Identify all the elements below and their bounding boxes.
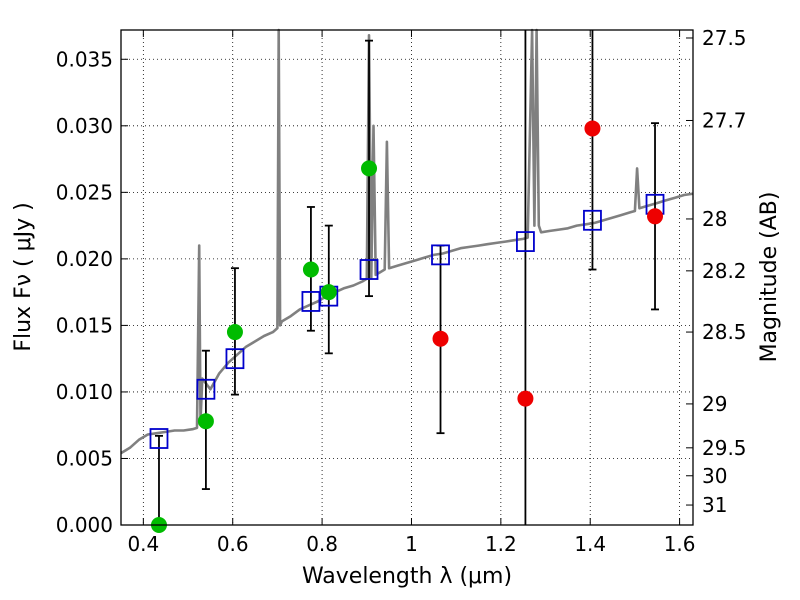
- right-tick-label: 29.5: [702, 436, 747, 460]
- optical-detection-point: [197, 413, 214, 430]
- model-photometry-square: [149, 428, 169, 449]
- y-tick-label: 0.035: [56, 47, 113, 71]
- infrared-detection-point: [517, 390, 534, 407]
- y-tick-label: 0.005: [56, 446, 113, 470]
- right-axis-title: Magnitude (AB): [757, 192, 782, 363]
- infrared-detection-point: [432, 330, 449, 347]
- right-tick-label: 28.2: [702, 259, 747, 283]
- x-tick-label: 1.4: [574, 532, 606, 556]
- x-tick-label: 0.4: [127, 532, 159, 556]
- axis-ticks: [121, 30, 693, 526]
- x-tick-label: 0.8: [306, 532, 338, 556]
- optical-detection-point: [361, 160, 378, 177]
- infrared-detection-point: [647, 208, 664, 225]
- x-tick-label: 0.6: [217, 532, 249, 556]
- x-tick-label: 1.2: [485, 532, 517, 556]
- y-axis-title: Flux Fν ( μJy ): [11, 202, 36, 351]
- y-tick-label: 0.020: [56, 247, 113, 271]
- observed-photometry-layer: [150, 120, 664, 533]
- plot-frame: [120, 29, 694, 526]
- optical-detection-point: [320, 284, 337, 301]
- right-tick-label: 28.5: [702, 320, 747, 344]
- right-tick-label: 30: [702, 464, 727, 488]
- model-spectrum-layer: [120, 28, 694, 455]
- x-tick-label: 1: [405, 532, 418, 556]
- right-tick-label: 29: [702, 392, 727, 416]
- model-photometry-square: [583, 209, 602, 231]
- right-tick-label: 31: [702, 493, 727, 517]
- y-tick-label: 0.015: [56, 313, 113, 337]
- y-tick-label: 0.030: [56, 114, 113, 138]
- model-photometry-square: [359, 259, 379, 280]
- axis-tick-labels: 0.4 0.6 0.8 1 1.2 1.4 1.6 0.000 0.005 0.010 0.015 0…: [56, 26, 747, 556]
- optical-detection-point: [226, 324, 243, 341]
- y-tick-label: 0.010: [56, 380, 113, 404]
- model-photometry-square: [516, 231, 535, 252]
- model-photometry-square: [196, 378, 216, 400]
- model-photometry-square: [431, 244, 450, 266]
- model-photometry-square: [225, 348, 245, 370]
- right-tick-label: 28: [702, 207, 727, 231]
- y-tick-label: 0.025: [56, 180, 113, 204]
- x-axis-title: Wavelength λ (μm): [302, 564, 512, 589]
- x-tick-label: 1.6: [664, 532, 696, 556]
- right-tick-label: 27.5: [702, 26, 747, 50]
- infrared-detection-point: [584, 120, 601, 137]
- y-tick-label: 0.000: [56, 513, 113, 537]
- plot-background: [121, 30, 693, 525]
- optical-detection-point: [302, 261, 319, 278]
- model-spectrum-line: [120, 28, 694, 455]
- right-tick-label: 27.7: [702, 108, 747, 132]
